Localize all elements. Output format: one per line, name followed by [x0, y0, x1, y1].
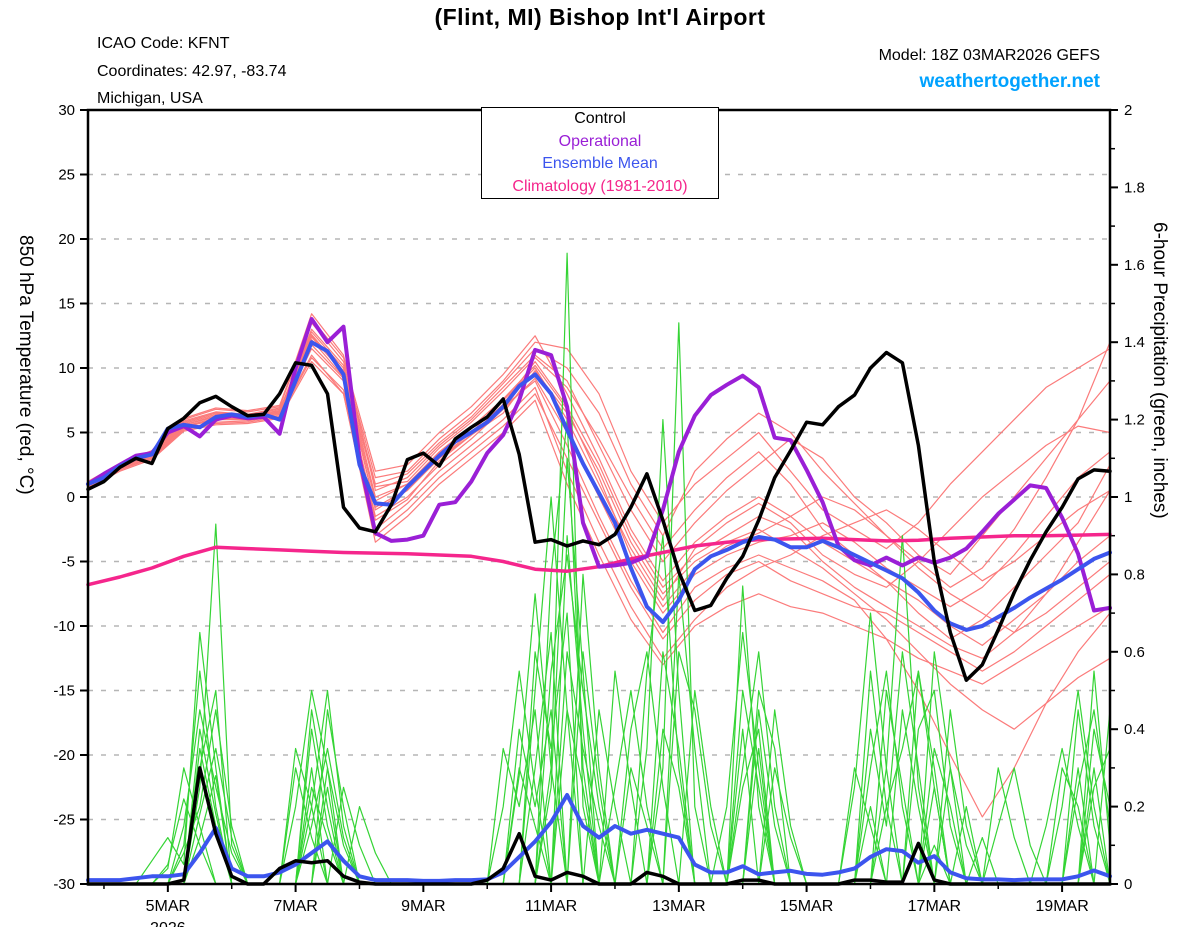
left-axis-tick-label: -30 [53, 876, 75, 893]
left-axis-tick-label: 0 [67, 489, 75, 506]
red-member-line-3 [87, 354, 1111, 672]
red-member-line-1 [87, 313, 1111, 576]
right-axis-tick-label: 0.4 [1124, 721, 1145, 738]
right-axis-tick-label: 0.8 [1124, 566, 1145, 583]
ensemble-mean-temp-line [86, 340, 1112, 632]
left-axis-tick-label: -10 [53, 618, 75, 635]
legend-entry-1: Operational [558, 132, 642, 150]
x-axis-year-label: 2026 [150, 920, 186, 927]
x-axis-tick-label: 5MAR [146, 898, 190, 915]
left-axis-tick-label: 25 [58, 167, 75, 184]
right-axis-tick-label: 0 [1124, 876, 1132, 893]
right-axis-tick-label: 0.2 [1124, 799, 1145, 816]
right-axis-tick-label: 1.2 [1124, 412, 1145, 429]
page-title: (Flint, MI) Bishop Int'l Airport [434, 4, 766, 30]
right-axis-tick-label: 1.4 [1124, 334, 1145, 351]
red-member-line-8 [87, 357, 1111, 659]
right-axis-tick-label: 2 [1124, 102, 1132, 119]
red-member-line-9 [87, 318, 1111, 647]
legend-entry-3: Climatology (1981-2010) [512, 177, 688, 195]
left-axis-tick-label: 10 [58, 360, 75, 377]
left-axis-tick-label: -15 [53, 683, 75, 700]
red-member-line-12 [87, 361, 1111, 685]
right-axis-tick-label: 1.8 [1124, 179, 1145, 196]
region-label: Michigan, USA [97, 90, 203, 108]
x-axis-tick-label: 15MAR [780, 898, 833, 915]
red-member-line-7 [87, 328, 1111, 634]
red-member-line-6 [87, 348, 1111, 614]
x-axis-tick-label: 11MAR [525, 898, 577, 915]
right-axis-title: 6-hour Precipitation (green, inches) [1149, 222, 1170, 519]
left-axis-tick-label: -25 [53, 812, 75, 829]
red-member-line-5 [87, 339, 1111, 730]
left-axis-title: 850 hPa Temperature (red, °C) [15, 235, 36, 495]
red-member-line-0 [87, 322, 1111, 550]
left-axis-tick-label: 30 [58, 102, 75, 119]
operational-temp-line [86, 317, 1112, 613]
station-info-block: ICAO Code: KFNT Coordinates: 42.97, -83.… [97, 30, 286, 113]
x-axis-tick-label: 7MAR [273, 898, 317, 915]
right-axis-tick-label: 1.6 [1124, 257, 1145, 274]
right-axis-tick-label: 1 [1124, 489, 1132, 506]
ensemble-mean-precip-line [86, 793, 1112, 883]
left-axis-tick-label: 5 [67, 425, 75, 442]
model-run-label: Model: 18Z 03MAR2026 GEFS [878, 47, 1100, 64]
red-member-line-4 [87, 331, 1111, 818]
x-axis-tick-label: 13MAR [652, 898, 705, 915]
legend-entry-0: Control [574, 110, 626, 128]
left-axis-tick-label: -5 [62, 554, 75, 571]
right-axis-tick-label: 0.6 [1124, 644, 1145, 661]
red-member-line-13 [87, 333, 1111, 640]
red-member-line-10 [87, 344, 1111, 659]
site-link[interactable]: weathertogether.net [919, 71, 1100, 92]
left-axis-tick-label: 15 [58, 296, 75, 313]
x-axis-tick-label: 9MAR [401, 898, 445, 915]
left-axis-tick-label: -20 [53, 747, 75, 764]
coordinates-label: Coordinates: 42.97, -83.74 [97, 62, 287, 80]
left-axis-tick-label: 20 [58, 231, 75, 248]
legend-entry-2: Ensemble Mean [542, 155, 658, 173]
control-temp-line [86, 350, 1112, 682]
x-axis-tick-label: 19MAR [1035, 898, 1088, 915]
icao-code-label: ICAO Code: KFNT [97, 35, 230, 52]
legend-box: Control Operational Ensemble Mean Climatolo… [481, 107, 719, 199]
x-axis-tick-label: 17MAR [908, 898, 961, 915]
